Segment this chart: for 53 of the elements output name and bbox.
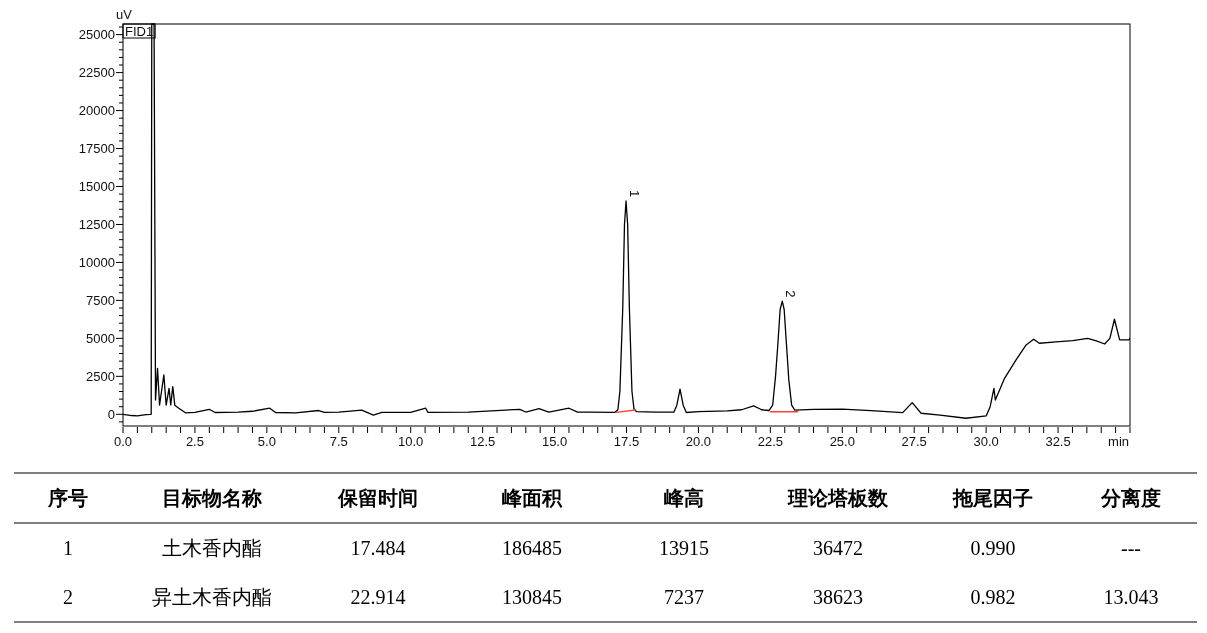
category-label: 目标物名称	[162, 487, 262, 509]
y-tick-label: 12500	[78, 216, 115, 232]
x-tick-label: 30.0	[973, 434, 999, 449]
x-axis-title: min	[1108, 434, 1129, 449]
y-tick-label: 7500	[86, 292, 115, 308]
text: 13.043	[1103, 586, 1159, 609]
annotation: 2	[783, 290, 799, 298]
text: 130845	[502, 586, 562, 609]
x-tick-label: 10.0	[398, 434, 424, 449]
x-tick-label: 7.5	[329, 434, 348, 449]
y-tick-label: 0	[107, 406, 115, 422]
x-tick-label: 27.5	[901, 434, 927, 449]
text: 38623	[813, 586, 863, 609]
text: 7237	[664, 586, 704, 609]
y-tick-label: 10000	[78, 254, 115, 270]
category-label: 序号	[47, 487, 88, 509]
y-tick-label: 17500	[78, 141, 115, 157]
text: 36472	[813, 536, 863, 559]
text: 土木香内酯	[162, 536, 262, 559]
y-tick-label: 2500	[86, 368, 115, 384]
x-tick-label: 15.0	[541, 434, 568, 449]
category-label: 拖尾因子	[952, 487, 1033, 509]
x-tick-label: 22.5	[757, 434, 784, 449]
x-tick-label: 2.5	[185, 434, 204, 449]
text: 异土木香内酯	[152, 586, 272, 609]
text: ---	[1121, 536, 1141, 559]
y-tick-label: 25000	[78, 27, 115, 43]
text: 0.990	[970, 536, 1016, 559]
category-label: 分离度	[1100, 487, 1161, 509]
text: 186485	[502, 536, 562, 559]
y-axis-title: uV	[116, 7, 133, 22]
x-tick-label: 12.5	[469, 434, 496, 449]
x-tick-label: 25.0	[829, 434, 855, 449]
x-tick-label: 17.5	[613, 434, 640, 449]
x-tick-label: 5.0	[257, 434, 276, 449]
category-label: 理论塔板数	[787, 487, 889, 509]
x-tick-label: 0.0	[113, 434, 133, 449]
category-label: 保留时间	[337, 487, 418, 509]
y-tick-label: 22500	[78, 65, 115, 81]
text: 1	[63, 536, 73, 559]
y-tick-label: 20000	[78, 103, 115, 119]
x-tick-label: 20.0	[685, 434, 712, 449]
text: 22.914	[350, 586, 406, 609]
text: 0.982	[970, 586, 1016, 609]
annotation: 1	[627, 189, 643, 198]
y-tick-label: 5000	[86, 330, 115, 346]
x-tick-label: 32.5	[1045, 434, 1071, 449]
text: 13915	[659, 536, 709, 559]
text: 2	[63, 586, 73, 609]
y-tick-label: 15000	[78, 179, 115, 194]
category-label: 峰面积	[502, 487, 563, 509]
category-label: 峰高	[664, 487, 704, 509]
text: 17.484	[350, 536, 406, 559]
